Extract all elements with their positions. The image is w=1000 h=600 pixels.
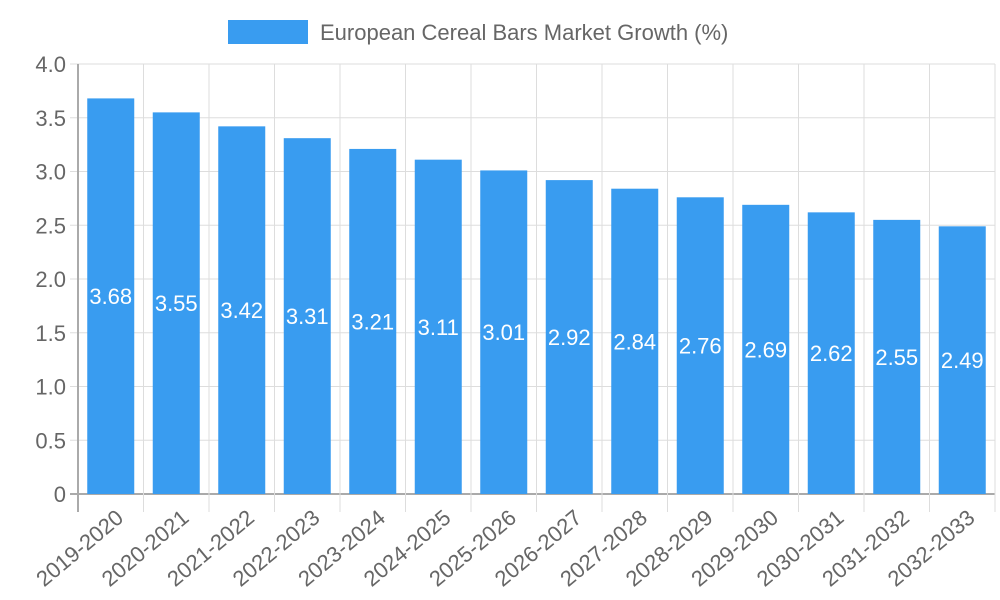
y-tick-label: 3.0 xyxy=(35,160,66,185)
bar xyxy=(414,159,462,495)
bar xyxy=(152,112,200,494)
data-label: 2.76 xyxy=(679,334,722,359)
data-label: 3.01 xyxy=(482,320,525,345)
x-axis: 2019-20202020-20212021-20222022-20232023… xyxy=(31,505,979,592)
y-axis: 0 0.5 1.0 1.5 2.0 2.5 3.0 3.5 4.0 xyxy=(35,52,66,507)
data-label: 3.42 xyxy=(220,298,263,323)
legend-label: European Cereal Bars Market Growth (%) xyxy=(320,20,728,45)
bar xyxy=(676,197,724,495)
bar xyxy=(873,219,921,494)
data-label: 2.92 xyxy=(548,325,591,350)
y-tick-label: 3.5 xyxy=(35,106,66,131)
data-label: 2.69 xyxy=(744,337,787,362)
y-tick-label: 1.5 xyxy=(35,321,66,346)
data-label: 3.21 xyxy=(351,309,394,334)
data-label: 2.84 xyxy=(613,329,656,354)
data-label: 3.31 xyxy=(286,304,329,329)
y-tick-label: 0 xyxy=(54,482,66,507)
bar xyxy=(283,138,331,495)
data-label: 3.68 xyxy=(89,284,132,309)
bar xyxy=(807,212,855,494)
bar xyxy=(349,148,397,495)
bar xyxy=(480,170,528,495)
data-label: 2.49 xyxy=(941,348,984,373)
y-tick-label: 4.0 xyxy=(35,52,66,77)
y-tick-label: 2.5 xyxy=(35,213,66,238)
bar xyxy=(938,226,986,494)
bar xyxy=(218,126,266,494)
data-label: 2.62 xyxy=(810,341,853,366)
data-labels: 3.68 3.55 3.42 3.31 3.21 3.11 3.01 2.92 2.84 2.76… xyxy=(89,284,983,373)
bar xyxy=(611,188,659,494)
data-label: 3.55 xyxy=(155,291,198,316)
bars xyxy=(87,98,986,495)
legend[interactable]: European Cereal Bars Market Growth (%) xyxy=(228,20,728,45)
grid xyxy=(70,63,996,512)
y-tick-label: 0.5 xyxy=(35,428,66,453)
y-tick-label: 1.0 xyxy=(35,375,66,400)
data-label: 3.11 xyxy=(418,315,459,340)
bar xyxy=(87,98,135,495)
bar xyxy=(742,204,790,494)
bar xyxy=(545,180,593,494)
data-label: 2.55 xyxy=(875,345,918,370)
legend-swatch xyxy=(228,20,308,44)
y-tick-label: 2.0 xyxy=(35,267,66,292)
